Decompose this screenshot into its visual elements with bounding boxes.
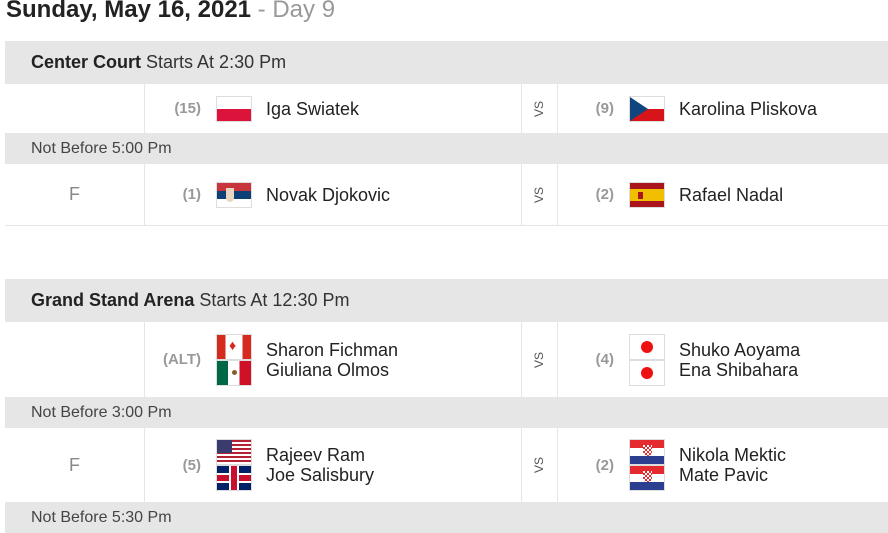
match-row[interactable]: F (1) Novak Djokovic VS (2) Rafael Nadal xyxy=(5,164,888,226)
p1-side[interactable]: (15) Iga Swiatek xyxy=(145,84,359,133)
p1-side[interactable]: (1) Novak Djokovic xyxy=(145,164,390,225)
match-status xyxy=(5,322,145,397)
flag-mx-icon xyxy=(216,359,252,386)
match-status: F xyxy=(5,164,145,225)
player-name[interactable]: Giuliana Olmos xyxy=(266,359,390,380)
vs-divider: VS xyxy=(521,164,558,225)
flag-pl-icon xyxy=(216,95,252,122)
seed: (5) xyxy=(182,456,201,474)
seed: (ALT) xyxy=(162,351,201,368)
flag-us-icon xyxy=(216,439,252,465)
court-name: Center Court xyxy=(31,52,142,72)
vs-label: VS xyxy=(532,100,547,117)
player-name[interactable]: Mate Pavic xyxy=(679,465,769,485)
seed: (4) xyxy=(595,351,614,368)
p2-side[interactable]: (4) Shuko Aoyama Ena Shibahara xyxy=(558,322,800,397)
flag-rs-icon xyxy=(216,181,252,208)
p2-side[interactable]: (2) Nikola Mektic Mate Pavic xyxy=(558,428,786,502)
seed: (9) xyxy=(595,100,614,117)
match-row[interactable]: F (5) Rajeev Ram Joe Salisbury VS (2) Nikola M… xyxy=(5,428,888,503)
match-row[interactable]: (15) Iga Swiatek VS (9) Karolina Pliskova xyxy=(5,84,888,134)
court-section: Grand Stand Arena Starts At 12:30 Pm (ALT… xyxy=(5,279,888,533)
player-name[interactable]: Nikola Mektic xyxy=(679,445,787,465)
vs-divider: VS xyxy=(521,84,558,133)
date: Sunday, May 16, 2021 xyxy=(6,0,252,23)
court-start-time: Starts At 2:30 Pm xyxy=(146,52,287,72)
flag-jp-icon xyxy=(629,333,665,360)
flag-hr-icon xyxy=(629,465,665,491)
flag-ca-icon xyxy=(216,333,252,360)
p2-side[interactable]: (2) Rafael Nadal xyxy=(558,164,783,225)
not-before-band: Not Before 3:00 Pm xyxy=(5,398,888,428)
seed: (2) xyxy=(595,456,614,474)
player-name[interactable]: Joe Salisbury xyxy=(266,465,375,485)
p2-side[interactable]: (9) Karolina Pliskova xyxy=(558,84,817,133)
player-name[interactable]: Novak Djokovic xyxy=(266,184,391,205)
not-before-band: Not Before 5:30 Pm xyxy=(5,503,888,533)
flag-cz-icon xyxy=(629,95,665,122)
seed: (2) xyxy=(595,186,614,203)
player-name[interactable]: Iga Swiatek xyxy=(266,98,360,119)
vs-label: VS xyxy=(532,456,547,474)
vs-divider: VS xyxy=(521,428,558,502)
seed: (15) xyxy=(174,100,201,117)
flag-gb-icon xyxy=(216,465,252,491)
seed: (1) xyxy=(182,186,201,203)
vs-label: VS xyxy=(532,186,547,203)
player-name[interactable]: Rajeev Ram xyxy=(266,445,366,465)
player-name[interactable]: Ena Shibahara xyxy=(679,359,799,380)
court-header: Center Court Starts At 2:30 Pm xyxy=(5,41,888,84)
vs-divider: VS xyxy=(521,322,558,397)
flag-hr-icon xyxy=(629,439,665,465)
court-header: Grand Stand Arena Starts At 12:30 Pm xyxy=(5,279,888,322)
vs-label: VS xyxy=(532,351,547,368)
match-status xyxy=(5,84,145,133)
flag-jp-icon xyxy=(629,359,665,386)
day-number: - Day 9 xyxy=(251,0,336,23)
page-title: Sunday, May 16, 2021 - Day 9 xyxy=(6,0,335,24)
court-name: Grand Stand Arena xyxy=(31,290,195,310)
court-section: Center Court Starts At 2:30 Pm (15) Iga Sw… xyxy=(5,41,888,226)
p1-side[interactable]: (5) Rajeev Ram Joe Salisbury xyxy=(145,428,374,502)
player-name[interactable]: Rafael Nadal xyxy=(679,184,784,205)
match-status: F xyxy=(5,428,145,502)
player-name[interactable]: Karolina Pliskova xyxy=(679,98,818,119)
player-name[interactable]: Sharon Fichman xyxy=(266,339,399,360)
court-start-time: Starts At 12:30 Pm xyxy=(199,290,350,310)
not-before-band: Not Before 5:00 Pm xyxy=(5,134,888,164)
player-name[interactable]: Shuko Aoyama xyxy=(679,339,801,360)
flag-es-icon xyxy=(629,181,665,208)
